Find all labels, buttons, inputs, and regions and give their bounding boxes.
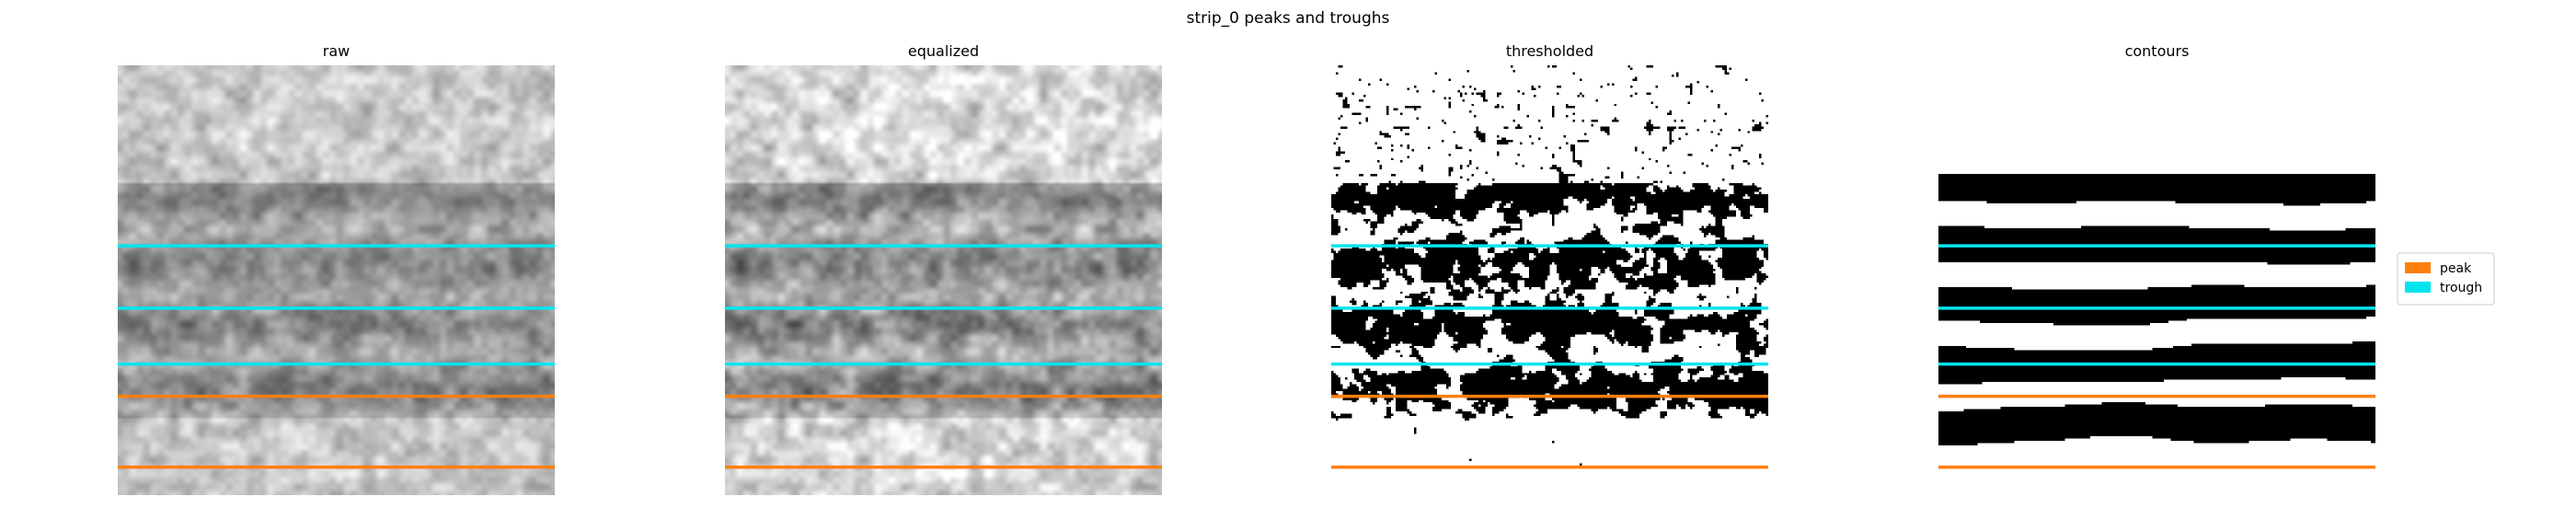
panel-equalized: equalized (725, 42, 1162, 495)
legend-swatch-peak (2405, 262, 2431, 273)
legend-label-peak: peak (2440, 261, 2472, 276)
panel-contours: contours (1938, 42, 2375, 495)
panel-thresholded: thresholded (1331, 42, 1768, 495)
panel-title-thresholded: thresholded (1506, 42, 1593, 60)
legend: peak trough (2397, 252, 2495, 306)
panel-image-thresholded (1331, 65, 1768, 495)
panel-image-equalized (725, 65, 1162, 495)
panel-image-raw (118, 65, 555, 495)
panel-raw: raw (118, 42, 555, 495)
panels: raw equalized thresholded contours (118, 42, 2375, 495)
legend-label-trough: trough (2440, 281, 2482, 295)
figure-title: strip_0 peaks and troughs (1187, 9, 1390, 28)
legend-swatch-trough (2405, 282, 2431, 293)
panel-image-contours (1938, 65, 2375, 495)
panel-title-raw: raw (323, 42, 350, 60)
panel-title-contours: contours (2125, 42, 2190, 60)
panel-title-equalized: equalized (908, 42, 979, 60)
